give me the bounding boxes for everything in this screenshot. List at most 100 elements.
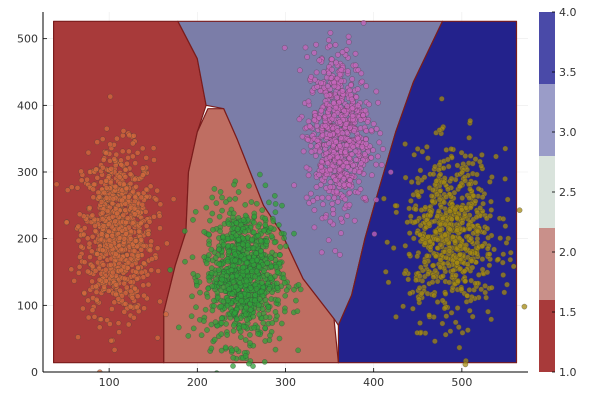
scatter-point — [441, 305, 448, 312]
scatter-point — [472, 198, 479, 205]
scatter-point — [189, 293, 195, 300]
scatter-point — [211, 186, 218, 192]
scatter-point — [414, 146, 421, 152]
scatter-point — [366, 101, 372, 108]
scatter-point — [312, 153, 319, 159]
scatter-point — [393, 209, 400, 216]
scatter-point — [129, 219, 136, 226]
scatter-cluster-1 — [53, 93, 177, 372]
scatter-point — [359, 78, 366, 85]
scatter-point — [268, 255, 274, 262]
scatter-point — [181, 228, 188, 234]
scatter-point — [230, 328, 237, 334]
scatter-point — [493, 153, 499, 160]
scatter-point — [147, 247, 154, 254]
scatter-point — [120, 212, 127, 219]
scatter-point — [240, 217, 247, 223]
scatter-points — [53, 20, 528, 372]
scatter-point — [143, 223, 150, 229]
scatter-point — [500, 272, 507, 278]
scatter-point — [244, 250, 250, 256]
scatter-point — [145, 281, 152, 288]
scatter-point — [281, 280, 288, 286]
scatter-point — [415, 192, 421, 199]
scatter-point — [257, 248, 264, 254]
scatter-point — [479, 194, 486, 201]
scatter-point — [305, 118, 312, 125]
scatter-point — [216, 261, 223, 267]
scatter-point — [338, 215, 344, 222]
scatter-point — [436, 127, 443, 133]
scatter-point — [255, 330, 261, 337]
scatter-point — [443, 194, 450, 200]
scatter-point — [371, 231, 378, 237]
scatter-point — [408, 179, 415, 185]
scatter-point — [305, 172, 312, 179]
scatter-point — [212, 254, 219, 261]
scatter-point — [282, 292, 289, 299]
scatter-point — [363, 128, 370, 134]
scatter-point — [109, 269, 116, 276]
scatter-point — [193, 304, 199, 311]
scatter-point — [119, 228, 126, 234]
scatter-point — [472, 280, 479, 287]
scatter-point — [332, 248, 339, 254]
scatter-point — [407, 213, 414, 220]
scatter-point — [352, 50, 359, 57]
scatter-point — [175, 324, 182, 331]
scatter-point — [373, 161, 379, 168]
scatter-point — [132, 211, 138, 217]
scatter-point — [441, 199, 448, 206]
scatter-point — [314, 123, 320, 129]
scatter-point — [336, 119, 343, 125]
scatter-point — [259, 279, 265, 286]
axes: 100 200 300 400 500 0 100 200 300 400 500 — [17, 12, 528, 389]
scatter-point — [468, 277, 475, 284]
scatter-point — [238, 293, 244, 299]
colorbar-tick-label: 3.0 — [559, 126, 577, 139]
scatter-point — [405, 276, 412, 283]
scatter-point — [350, 144, 357, 150]
scatter-point — [151, 213, 157, 220]
scatter-point — [353, 94, 360, 100]
scatter-point — [138, 246, 145, 253]
scatter-point — [306, 123, 313, 130]
colorbar-band — [539, 156, 555, 228]
scatter-point — [261, 227, 267, 234]
scatter-point — [266, 199, 272, 206]
scatter-point — [92, 228, 99, 234]
scatter-point — [406, 230, 413, 236]
scatter-point — [194, 273, 201, 279]
scatter-cluster-2 — [167, 171, 304, 372]
scatter-point — [454, 162, 461, 169]
scatter-point — [432, 163, 438, 170]
scatter-point — [140, 274, 147, 281]
scatter-point — [342, 196, 349, 203]
scatter-point — [89, 212, 96, 219]
scatter-point — [151, 157, 157, 163]
scatter-point — [442, 291, 449, 297]
scatter-point — [437, 257, 444, 264]
scatter-point — [328, 56, 335, 63]
scatter-point — [256, 311, 263, 318]
scatter-point — [64, 187, 71, 193]
scatter-point — [154, 245, 161, 252]
scatter-point — [467, 204, 474, 211]
scatter-point — [96, 369, 103, 372]
scatter-point — [316, 171, 323, 178]
scatter-point — [356, 169, 362, 175]
scatter-point — [272, 346, 279, 353]
scatter-point — [281, 235, 287, 242]
scatter-point — [133, 183, 139, 190]
scatter-point — [462, 245, 469, 252]
scatter-point — [358, 70, 365, 77]
scatter-point — [258, 238, 264, 245]
scatter-point — [466, 195, 473, 201]
scatter-point — [84, 176, 90, 183]
scatter-point — [468, 258, 475, 264]
scatter-point — [239, 241, 246, 248]
scatter-point — [103, 195, 110, 201]
scatter-point — [341, 181, 348, 188]
scatter-point — [433, 253, 439, 260]
scatter-point — [303, 194, 310, 201]
